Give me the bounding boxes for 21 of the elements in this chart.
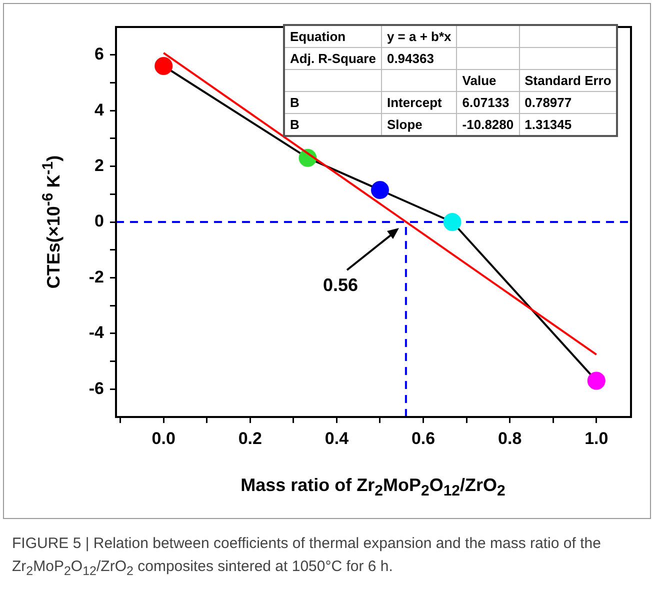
annotation: Adj. R-Square 0.94363: [289, 50, 435, 68]
x-tick-label: 1.0: [584, 428, 608, 448]
text: FIGURE 5 | Relation between coefficients of thermal expansion and the mass ratio of the Zr$_{2}$MoP$_{2}$O$_{12}$/ZrO$_{2}$ composites sintered at 1050°C for 6 h.: [12, 535, 601, 578]
y-tick-label: 2: [94, 156, 104, 175]
x-axis-title: Mass ratio of Zr$_{2}$MoP$_{2}$O$_{12}$/ZrO$_{2}$: [240, 475, 506, 500]
x-tick-label: 0.6: [411, 428, 436, 448]
text: B Intercept 6.07133 0.78977: [290, 95, 572, 110]
y-tick-label: 6: [94, 44, 104, 64]
x-tick-label: 0.8: [498, 428, 522, 448]
x-tick-label: 0.4: [324, 428, 350, 448]
text: Equation y = a + b*x: [290, 29, 452, 44]
text: Value Standard Erro: [462, 73, 612, 88]
y-tick-label: -4: [88, 323, 105, 342]
x-tick-label: 0.0: [152, 428, 176, 448]
y-tick-label: 0: [94, 212, 104, 231]
y-tick-label: -2: [88, 267, 104, 286]
annotation: 0.56: [323, 275, 358, 296]
y-tick-label: -6: [88, 378, 104, 398]
text: B Slope -10.8280 1.31345: [290, 117, 572, 132]
x-tick-label: 0.2: [238, 428, 262, 448]
y-tick-label: 4: [94, 100, 105, 120]
